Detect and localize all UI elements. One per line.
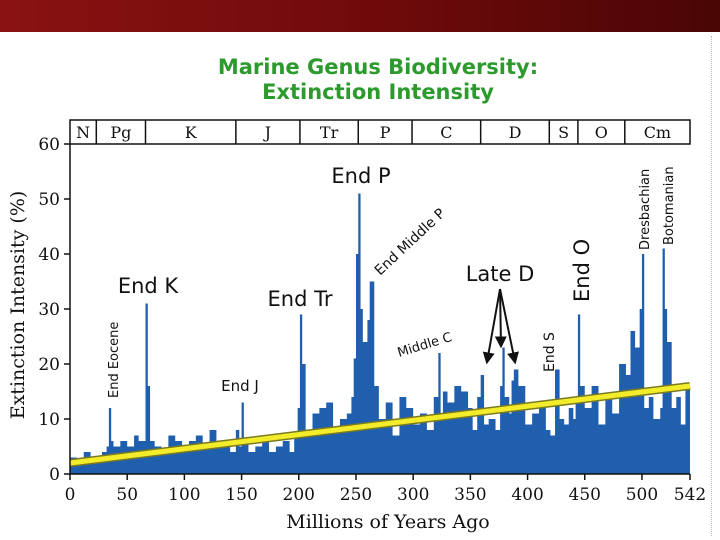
x-tick-label: 300: [397, 485, 429, 505]
arrow-late-d-1: [482, 288, 501, 365]
annotation-end-tr: End Tr: [268, 287, 333, 311]
x-axis-label: Millions of Years Ago: [286, 511, 489, 533]
chart-title: Marine Genus Biodiversity:: [218, 55, 538, 79]
period-label: J: [263, 123, 271, 142]
y-tick-label: 50: [38, 190, 60, 210]
period-label: Tr: [320, 123, 339, 142]
extinction-area: [70, 193, 690, 474]
annotation-end-p: End P: [331, 164, 390, 188]
y-tick-label: 40: [38, 245, 60, 265]
period-label: Cm: [644, 123, 671, 142]
period-label: D: [509, 123, 522, 142]
period-label: N: [76, 123, 90, 142]
arrow-late-d-3: [499, 288, 519, 365]
x-tick-label: 542: [674, 485, 706, 505]
slide-title-bar: [0, 0, 720, 32]
period-label: S: [558, 123, 569, 142]
y-axis-label: Extinction Intensity (%): [7, 191, 29, 420]
slide-border: [711, 36, 712, 536]
y-tick-label: 0: [49, 465, 60, 485]
period-label: Pg: [110, 123, 131, 142]
x-tick-label: 100: [168, 485, 200, 505]
plot-area: N Pg K J Tr P C D S O Cm 0 10 20 30 40 50 60 0 50 100 150 200 2…: [38, 119, 706, 505]
trend-line: [69, 383, 691, 466]
annotation-dresbachian: Dresbachian: [638, 169, 653, 250]
x-tick-label: 400: [511, 485, 543, 505]
period-label: P: [380, 123, 391, 142]
period-label: O: [595, 123, 608, 142]
annotation-end-j: End J: [221, 377, 259, 395]
chart-subtitle: Extinction Intensity: [262, 80, 494, 104]
annotation-end-k: End K: [118, 274, 180, 298]
annotation-late-d: Late D: [466, 262, 535, 286]
y-tick-label: 60: [38, 135, 60, 155]
x-tick-label: 0: [65, 485, 76, 505]
period-label: C: [440, 123, 452, 142]
arrow-late-d-2: [494, 288, 507, 349]
y-tick-label: 20: [38, 355, 60, 375]
x-tick-label: 200: [283, 485, 315, 505]
x-tick-label: 150: [225, 485, 257, 505]
annotation-end-s: End S: [542, 332, 558, 372]
annotation-end-o: End O: [570, 239, 594, 302]
x-tick-label: 250: [340, 485, 372, 505]
annotation-end-eocene: End Eocene: [107, 322, 122, 398]
y-tick-label: 10: [38, 410, 60, 430]
annotation-botomanian: Botomanian: [662, 166, 677, 245]
period-band: [69, 119, 691, 145]
y-tick-label: 30: [38, 300, 60, 320]
annotation-end-middle-p: End Middle P: [372, 206, 449, 279]
late-d-arrows: [482, 288, 519, 365]
x-tick-label: 450: [569, 485, 601, 505]
x-tick-label: 500: [626, 485, 658, 505]
annotation-middle-c: Middle C: [396, 330, 454, 361]
x-tick-label: 50: [116, 485, 138, 505]
x-tick-label: 350: [454, 485, 486, 505]
period-label: K: [185, 123, 198, 142]
